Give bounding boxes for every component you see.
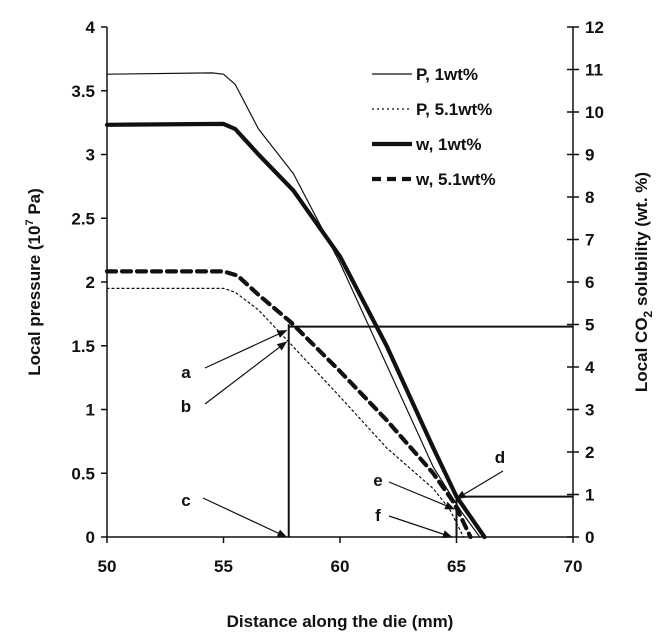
y-tick-label-left: 0.5	[71, 464, 95, 483]
x-axis-title: Distance along the die (mm)	[227, 612, 454, 631]
x-ticks: 50 55 60 65 70	[98, 537, 583, 576]
annotation-label-d: d	[495, 448, 505, 467]
legend-label: P, 1wt%	[416, 65, 478, 84]
annotation-arrow-a	[204, 329, 288, 369]
y-tick-label-right: 3	[585, 401, 594, 420]
series-line-2	[104, 121, 487, 540]
reference-lines	[287, 324, 573, 537]
y-tick-label-right: 6	[585, 273, 594, 292]
y-tick-label-right: 10	[585, 103, 604, 122]
x-tick-label: 55	[214, 557, 233, 576]
annotation-label-b: b	[181, 397, 191, 416]
annotation-label-f: f	[375, 506, 381, 525]
y-tick-label-left: 3	[86, 146, 95, 165]
y-tick-label-right: 0	[585, 528, 594, 547]
y-tick-label-right: 8	[585, 188, 594, 207]
annotation-arrow-f	[388, 515, 453, 538]
annotations: ab c d ef	[181, 329, 505, 538]
y-axis-left-title-main: Local pressure (10	[25, 226, 44, 376]
legend-label: w, 5.1wt%	[415, 170, 496, 189]
y-tick-label-right: 12	[585, 18, 604, 37]
y-tick-label-right: 4	[585, 358, 595, 377]
legend-label: P, 5.1wt%	[416, 100, 492, 119]
y-ticks-left: 0 0.5 1 1.5 2 2.5 3 3.5 4	[71, 18, 107, 547]
y-tick-label-right: 11	[585, 61, 603, 80]
series-layer	[104, 72, 487, 540]
y-tick-label-left: 3.5	[71, 82, 95, 101]
y-tick-label-right: 2	[585, 443, 594, 462]
y-axis-left-title-exponent: 7	[24, 219, 36, 225]
annotation-arrow-b	[204, 341, 288, 405]
y-tick-label-right: 9	[585, 146, 594, 165]
y-axis-right-title: Local CO2 solubility (wt. %)	[632, 172, 655, 392]
series-line-1	[106, 287, 465, 538]
annotation-label-a: a	[181, 363, 191, 382]
x-tick-label: 60	[331, 557, 350, 576]
annotation-arrow-e	[388, 481, 456, 510]
x-tick-label: 50	[98, 557, 117, 576]
y-axis-left-title: Local pressure (107 Pa)	[24, 188, 44, 376]
annotation-label-e: e	[373, 471, 382, 490]
y-tick-label-right: 7	[585, 231, 594, 250]
x-tick-label: 70	[564, 557, 583, 576]
y-tick-label-right: 5	[585, 316, 594, 335]
y-tick-label-left: 0	[86, 528, 95, 547]
legend: P, 1wt% P, 5.1wt% w, 1wt% w, 5.1wt%	[372, 65, 496, 189]
annotation-arrow-c	[202, 497, 288, 538]
x-tick-label: 65	[447, 557, 466, 576]
y-axis-right-title-tail: solubility (wt. %)	[632, 172, 651, 311]
series-line-3	[104, 269, 473, 540]
y-axis-right-title-subscript: 2	[641, 310, 655, 317]
y-axis-right-title-main: Local CO	[632, 317, 651, 392]
y-axis-left-title-tail: Pa)	[25, 188, 44, 219]
y-tick-label-left: 1.5	[71, 337, 95, 356]
y-tick-label-right: 1	[585, 486, 594, 505]
annotation-arrow-d	[455, 470, 504, 500]
y-tick-label-left: 2	[86, 273, 95, 292]
annotation-label-c: c	[181, 491, 190, 510]
y-tick-label-left: 2.5	[71, 209, 95, 228]
legend-label: w, 1wt%	[415, 135, 482, 154]
y-tick-label-left: 1	[86, 401, 95, 420]
y-tick-label-left: 4	[86, 18, 96, 37]
series-line-0	[106, 72, 481, 538]
